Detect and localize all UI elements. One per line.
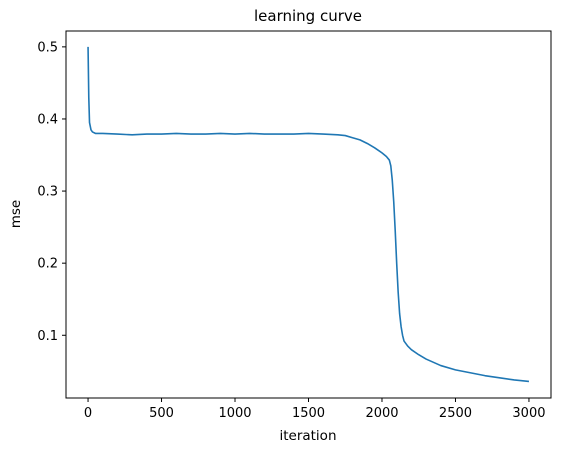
x-tick-label: 1500 bbox=[292, 406, 325, 421]
y-axis: 0.1 0.2 0.3 0.4 0.5 bbox=[37, 40, 66, 344]
chart-title: learning curve bbox=[254, 7, 362, 25]
plot-frame bbox=[65, 30, 552, 399]
x-tick-label: 3000 bbox=[512, 406, 545, 421]
x-axis: 0 500 1000 1500 2000 2500 3000 bbox=[84, 398, 546, 421]
y-tick-label: 0.1 bbox=[37, 329, 58, 344]
x-tick-label: 2500 bbox=[439, 406, 472, 421]
x-tick-label: 2000 bbox=[365, 406, 398, 421]
y-axis-label: mse bbox=[8, 200, 24, 229]
y-tick-label: 0.4 bbox=[37, 112, 58, 127]
y-tick-label: 0.3 bbox=[37, 185, 58, 200]
x-tick-label: 1000 bbox=[218, 406, 251, 421]
x-tick-label: 500 bbox=[149, 406, 174, 421]
y-tick-label: 0.5 bbox=[37, 40, 58, 55]
x-axis-label: iteration bbox=[279, 428, 336, 444]
plot-area bbox=[87, 46, 530, 383]
x-tick-label: 0 bbox=[84, 406, 92, 421]
series-line bbox=[87, 46, 530, 383]
y-tick-label: 0.2 bbox=[37, 257, 58, 272]
